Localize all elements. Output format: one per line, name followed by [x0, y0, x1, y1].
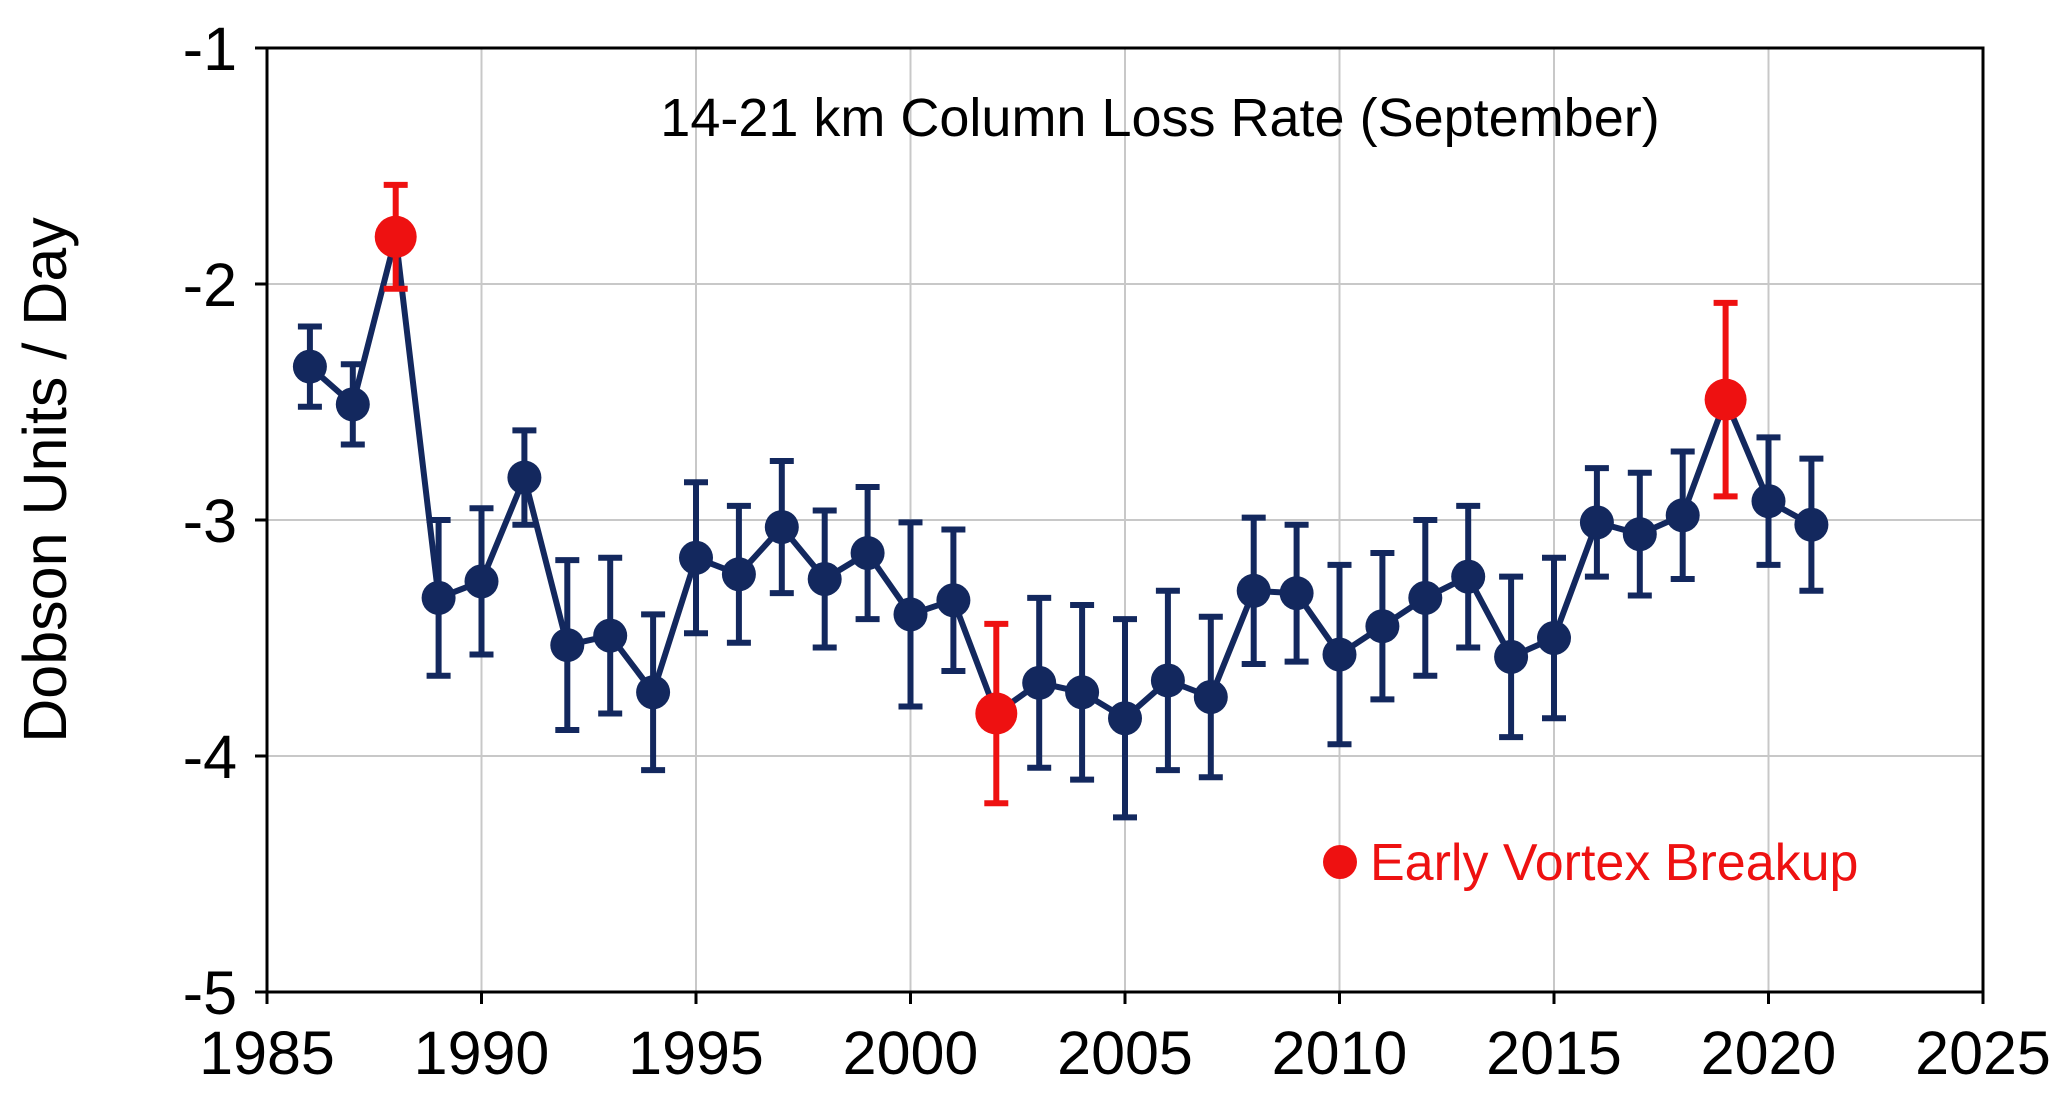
- data-point: [1794, 507, 1829, 542]
- data-point: [1451, 559, 1486, 594]
- axes: 1985 1990 1995 2000 2005 2010 2015 2020 2025 -5 -4…: [183, 15, 2051, 1087]
- data-point: [1065, 675, 1100, 710]
- data-point: [1537, 621, 1571, 655]
- x-tick-label: 2020: [1701, 1019, 1837, 1087]
- data-point: [1193, 680, 1228, 714]
- data-point: [679, 540, 713, 575]
- y-axis-title: Dobson Units / Day: [11, 217, 79, 743]
- data-point: [1236, 573, 1271, 608]
- data-point: [1150, 663, 1185, 698]
- series: [292, 181, 1829, 821]
- data-point: [1108, 701, 1142, 736]
- data-point: [1579, 505, 1614, 540]
- x-tick-label: 2005: [1057, 1019, 1193, 1087]
- data-point: [292, 349, 327, 384]
- highlight-point: [1704, 378, 1747, 421]
- data-point: [1408, 580, 1443, 615]
- y-tick-label: -1: [183, 15, 237, 83]
- data-point: [1494, 639, 1529, 674]
- y-tick-label: -4: [183, 723, 237, 791]
- data-point: [1279, 576, 1314, 611]
- data-point: [1622, 517, 1657, 552]
- data-point: [335, 387, 370, 422]
- x-tick-label: 2010: [1272, 1019, 1408, 1087]
- x-tick-label: 1990: [414, 1019, 550, 1087]
- chart-title: 14-21 km Column Loss Rate (September): [660, 88, 1659, 148]
- data-point: [721, 557, 756, 592]
- data-point: [936, 583, 971, 618]
- legend: Early Vortex Breakup: [1323, 834, 1858, 892]
- data-point: [850, 536, 885, 571]
- x-tick-label: 1985: [199, 1019, 335, 1087]
- data-point: [1751, 484, 1786, 519]
- legend-marker: [1323, 845, 1357, 879]
- x-tick-label: 2000: [843, 1019, 979, 1087]
- y-tick-label: -3: [183, 487, 237, 555]
- y-tick-label: -2: [183, 251, 237, 319]
- data-point: [636, 675, 671, 710]
- x-tick-label: 1995: [628, 1019, 764, 1087]
- data-point: [464, 564, 499, 599]
- data-point: [764, 510, 799, 545]
- data-point: [1322, 637, 1357, 672]
- data-point: [550, 628, 585, 663]
- data-point: [593, 618, 628, 653]
- x-tick-label: 2025: [1915, 1019, 2051, 1087]
- data-point: [893, 597, 928, 632]
- highlight-point: [975, 692, 1018, 735]
- legend-label: Early Vortex Breakup: [1370, 834, 1858, 892]
- data-point: [421, 580, 456, 615]
- x-tick-label: 2015: [1486, 1019, 1622, 1087]
- data-point: [1665, 498, 1700, 533]
- highlight-point: [374, 215, 417, 258]
- data-point: [1365, 609, 1400, 644]
- data-point: [807, 562, 842, 596]
- data-point: [507, 460, 542, 495]
- data-point: [1022, 665, 1057, 700]
- series-line: [307, 233, 1813, 722]
- y-tick-label: -5: [183, 959, 237, 1027]
